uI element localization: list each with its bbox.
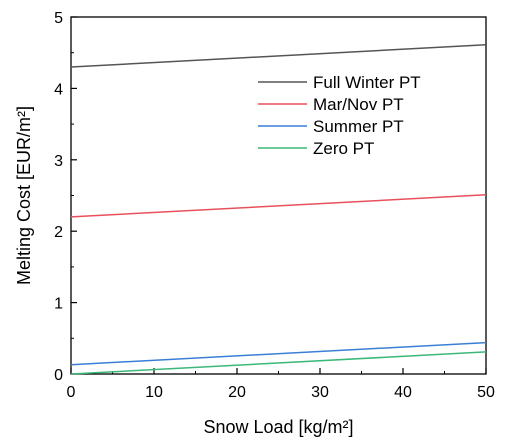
series-lines — [70, 44, 487, 375]
x-axis-title: Snow Load [kg/m²] — [203, 417, 353, 437]
x-tick-label: 50 — [477, 384, 495, 401]
y-tick-label: 4 — [54, 81, 63, 98]
y-tick-label: 1 — [54, 296, 63, 313]
x-tick-label: 20 — [228, 384, 246, 401]
series-line-3 — [70, 351, 487, 375]
axis-ticks: 0 10 20 30 40 50 0 1 2 3 4 5 — [54, 10, 495, 401]
x-tick-label: 0 — [67, 384, 76, 401]
series-line-2 — [70, 341, 487, 366]
legend-label: Mar/Nov PT — [313, 95, 404, 114]
plot-frame — [70, 16, 487, 375]
x-tick-label: 30 — [311, 384, 329, 401]
y-tick-label: 0 — [54, 367, 63, 384]
y-tick-label: 2 — [54, 224, 63, 241]
series-line-0 — [70, 44, 487, 68]
series-line-1 — [70, 194, 487, 218]
x-tick-label: 10 — [145, 384, 163, 401]
legend-label: Full Winter PT — [313, 73, 421, 92]
x-tick-label: 40 — [394, 384, 412, 401]
y-tick-label: 5 — [54, 10, 63, 27]
y-tick-label: 3 — [54, 153, 63, 170]
legend-label: Summer PT — [313, 117, 404, 136]
legend: Full Winter PT Mar/Nov PT Summer PT Zero PT — [258, 73, 421, 158]
y-axis-title: Melting Cost [EUR/m²] — [14, 106, 34, 285]
legend-label: Zero PT — [313, 139, 374, 158]
